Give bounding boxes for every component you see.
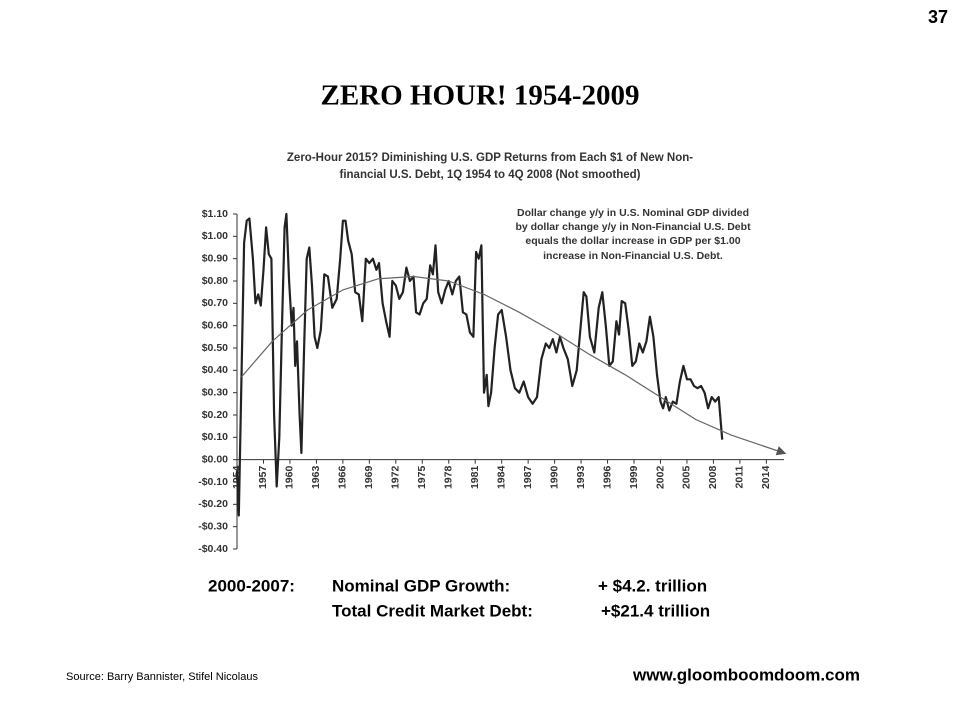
- x-tick-label: 1981: [469, 466, 481, 490]
- x-tick-label: 1999: [628, 466, 640, 490]
- y-tick-label: -$0.10: [198, 476, 228, 488]
- y-tick-label: $0.00: [202, 453, 228, 465]
- y-tick-label: $0.40: [202, 364, 228, 376]
- x-tick-label: 1957: [257, 466, 269, 490]
- y-tick-label: -$0.30: [198, 520, 228, 532]
- summary-label: Nominal GDP Growth:: [332, 576, 510, 595]
- x-tick-label: 1966: [337, 466, 349, 490]
- y-tick-label: $0.80: [202, 275, 228, 287]
- x-tick-label: 1990: [548, 466, 560, 490]
- y-tick-label: $0.60: [202, 319, 228, 331]
- x-tick-label: 1975: [416, 466, 428, 490]
- y-tick-label: -$0.20: [198, 498, 228, 510]
- x-tick-label: 2014: [760, 466, 772, 490]
- x-tick-label: 1960: [284, 466, 296, 490]
- annotation: Dollar change y/y in U.S. Nominal GDP di…: [517, 207, 749, 219]
- x-tick-label: 1993: [575, 466, 587, 490]
- y-tick-label: $0.10: [202, 431, 228, 443]
- x-tick-label: 1996: [601, 466, 613, 490]
- annotation: equals the dollar increase in GDP per $1…: [525, 235, 740, 247]
- x-tick-label: 2005: [681, 466, 693, 490]
- website: www.gloomboomdoom.com: [632, 665, 860, 684]
- x-tick-label: 1969: [363, 466, 375, 490]
- x-tick-label: 2011: [734, 466, 746, 489]
- y-tick-label: -$0.40: [198, 543, 228, 555]
- summary-label: 2000-2007:: [208, 576, 295, 595]
- x-tick-label: 1978: [443, 466, 455, 490]
- chart-title: financial U.S. Debt, 1Q 1954 to 4Q 2008 …: [340, 169, 641, 181]
- annotation: by dollar change y/y in Non-Financial U.…: [515, 221, 751, 233]
- data-line: [235, 212, 724, 517]
- summary-label: Total Credit Market Debt:: [332, 601, 533, 620]
- x-tick-label: 1963: [310, 466, 322, 490]
- y-tick-label: $1.10: [202, 208, 228, 220]
- annotation: increase in Non-Financial U.S. Debt.: [543, 250, 723, 262]
- y-tick-label: $1.00: [202, 230, 228, 242]
- source: Source: Barry Bannister, Stifel Nicolaus: [66, 671, 258, 683]
- summary-value: + $4.2. trillion: [598, 576, 707, 595]
- x-tick-label: 2002: [654, 466, 666, 490]
- chart-title: Zero-Hour 2015? Diminishing U.S. GDP Ret…: [287, 152, 693, 164]
- y-tick-label: $0.90: [202, 252, 228, 264]
- summary-value: +$21.4 trillion: [601, 601, 710, 620]
- y-tick-label: $0.70: [202, 297, 228, 309]
- y-tick-label: $0.50: [202, 342, 228, 354]
- x-tick-label: 1987: [522, 466, 534, 490]
- y-tick-label: $0.20: [202, 409, 228, 421]
- x-tick-label: 1984: [495, 466, 507, 490]
- x-tick-label: 1972: [390, 466, 402, 490]
- slide-title: ZERO HOUR! 1954-2009: [321, 80, 640, 112]
- trend-line: [240, 275, 787, 456]
- x-tick-label: 2008: [707, 466, 719, 490]
- slide-number: 37: [928, 7, 948, 27]
- y-tick-label: $0.30: [202, 386, 228, 398]
